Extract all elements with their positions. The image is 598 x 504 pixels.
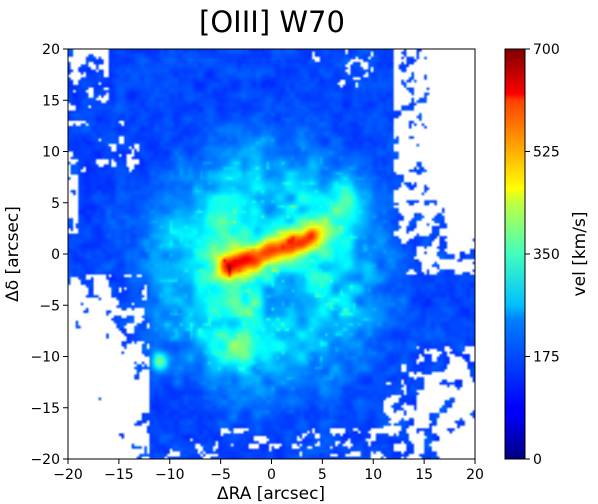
- y-tick-label: −10: [30, 350, 60, 366]
- colorbar: [504, 48, 526, 460]
- colorbar-label: vel [km/s]: [570, 212, 590, 297]
- y-tick-label: 10: [42, 145, 60, 161]
- x-tick-label: 0: [267, 467, 276, 483]
- colorbar-tick-label: 525: [533, 145, 560, 161]
- x-tick-label: −15: [104, 467, 134, 483]
- y-tick-label: −5: [39, 298, 60, 314]
- y-tick-label: 0: [51, 247, 60, 263]
- x-tick-label: −10: [155, 467, 185, 483]
- heatmap-image: [68, 49, 475, 459]
- x-tick-label: 20: [466, 467, 484, 483]
- x-tick-label: 5: [318, 467, 327, 483]
- x-tick-label: −5: [210, 467, 231, 483]
- x-axis-label: ΔRA [arcsec]: [217, 484, 325, 504]
- heatmap-raster: [68, 49, 475, 459]
- x-tick-label: 10: [364, 467, 382, 483]
- y-axis-label: Δδ [arcsec]: [3, 206, 23, 302]
- y-tick-label: −15: [30, 401, 60, 417]
- colorbar-tick-label: 0: [533, 452, 542, 468]
- y-tick-label: 15: [42, 93, 60, 109]
- colorbar-ticks: 0 175 350 525 700: [525, 42, 560, 468]
- y-tick-label: −20: [30, 452, 60, 468]
- y-axis-ticks: −20 −15 −10 −5 0 5 10 15 20: [30, 42, 68, 468]
- y-tick-label: 5: [51, 196, 60, 212]
- colorbar-tick-label: 175: [533, 350, 560, 366]
- colorbar-tick-label: 350: [533, 247, 560, 263]
- x-axis-ticks: −20 −15 −10 −5 0 5 10 15 20: [53, 459, 484, 483]
- y-tick-label: 20: [42, 42, 60, 58]
- x-tick-label: −20: [53, 467, 83, 483]
- chart-title: [OIII] W70: [199, 5, 345, 39]
- colorbar-tick-label: 700: [533, 42, 560, 58]
- x-tick-label: 15: [415, 467, 433, 483]
